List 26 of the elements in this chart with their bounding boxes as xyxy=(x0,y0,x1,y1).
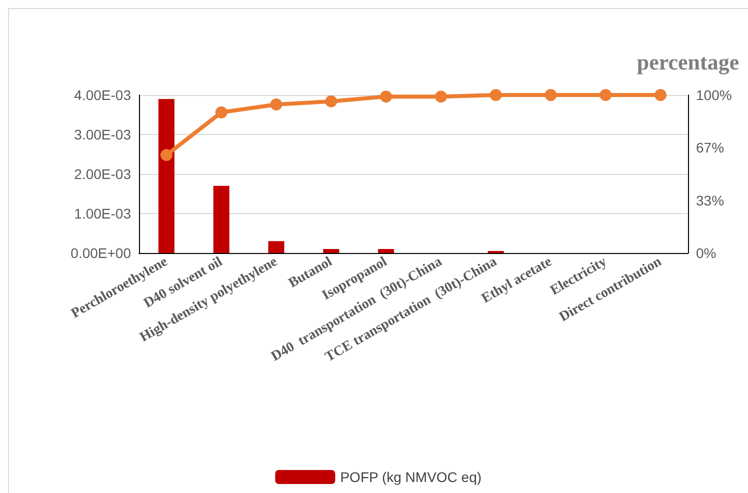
bar xyxy=(378,249,394,253)
point xyxy=(600,89,612,101)
y-tick-label: 3.00E-03 xyxy=(74,126,132,142)
point xyxy=(270,98,282,110)
y2-axis-title: percentage xyxy=(636,50,740,74)
bar xyxy=(268,241,284,253)
y-tick-label: 1.00E-03 xyxy=(74,206,132,222)
y2-tick-label: 0% xyxy=(696,245,716,261)
bar xyxy=(323,249,340,253)
bar xyxy=(213,186,230,253)
point xyxy=(160,149,172,162)
bar xyxy=(158,98,174,253)
y-tick-label: 2.00E-03 xyxy=(74,166,132,182)
legend-label: POFP (kg NMVOC eq) xyxy=(340,469,482,485)
y-tick-label: 4.00E-03 xyxy=(74,87,132,103)
point xyxy=(490,89,502,101)
point xyxy=(434,90,447,103)
y2-tick-label: 33% xyxy=(696,192,724,208)
point xyxy=(544,89,557,101)
y2-tick-label: 67% xyxy=(696,140,724,156)
y-tick-label: 0.00E+00 xyxy=(70,245,132,261)
point xyxy=(654,89,667,101)
point xyxy=(380,90,392,103)
point xyxy=(215,106,228,118)
y2-tick-label: 100% xyxy=(696,87,732,103)
point xyxy=(325,95,338,108)
